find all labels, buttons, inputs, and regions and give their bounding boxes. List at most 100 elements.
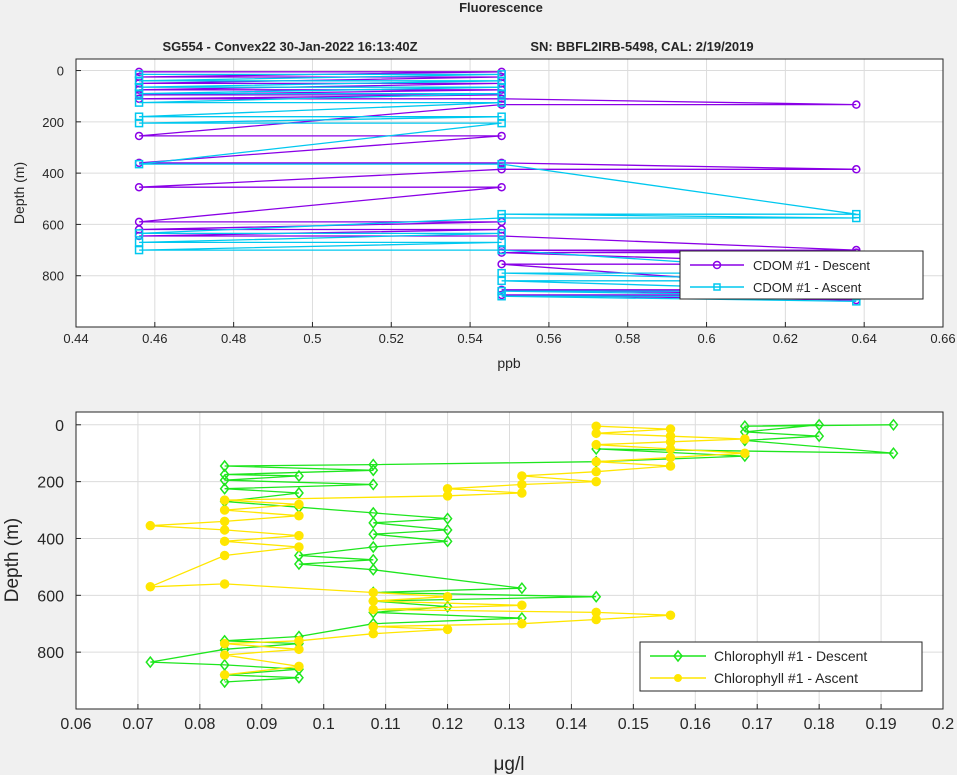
data-point-cdom-1-ascent [852, 213, 861, 223]
data-point-chlorophyll-1-descent [442, 535, 453, 548]
data-point-chlorophyll-1-descent [739, 420, 750, 433]
chlorophyll-x-tick-label: 0.12 [432, 716, 463, 733]
data-point-chlorophyll-1-descent [219, 474, 230, 487]
chlorophyll-x-tick-label: 0.13 [494, 716, 525, 733]
data-point-chlorophyll-1-ascent [368, 628, 379, 639]
data-point-chlorophyll-1-descent [368, 540, 379, 554]
data-point-chlorophyll-1-descent [293, 469, 304, 483]
data-point-chlorophyll-1-descent [814, 418, 825, 431]
data-point-chlorophyll-1-descent [293, 549, 304, 562]
data-point-cdom-1-ascent [134, 98, 144, 107]
data-point-chlorophyll-1-ascent [740, 434, 750, 444]
data-point-cdom-1-descent [497, 259, 506, 269]
data-point-chlorophyll-1-ascent [517, 471, 527, 481]
chlorophyll-legend-box [639, 641, 923, 692]
series-line-chlorophyll-1-descent [150, 424, 894, 683]
data-point-chlorophyll-1-descent [888, 447, 899, 460]
data-point-chlorophyll-1-ascent [294, 636, 304, 646]
data-point-chlorophyll-1-ascent [145, 520, 156, 531]
data-point-chlorophyll-1-ascent [219, 536, 230, 547]
data-point-cdom-1-descent [497, 131, 506, 141]
cdom-legend-label-descent: CDOM #1 - Descent [753, 258, 870, 273]
data-point-chlorophyll-1-descent [145, 655, 156, 669]
cdom-y-tick-label: 600 [42, 217, 64, 232]
data-point-chlorophyll-1-ascent [591, 614, 601, 625]
chlorophyll-series [145, 418, 899, 689]
data-point-chlorophyll-1-ascent [517, 600, 527, 611]
data-point-cdom-1-descent [852, 100, 861, 109]
data-point-chlorophyll-1-ascent [294, 499, 304, 510]
data-point-cdom-1-ascent [134, 159, 144, 169]
cdom-x-tick-label: 0.5 [303, 331, 321, 346]
cdom-x-tick-label: 0.46 [142, 331, 167, 346]
cdom-x-label: ppb [497, 355, 521, 371]
data-point-chlorophyll-1-ascent [442, 624, 453, 635]
data-point-chlorophyll-1-ascent [294, 530, 304, 541]
data-point-cdom-1-descent [497, 182, 506, 192]
chlorophyll-x-tick-label: 0.06 [60, 716, 91, 733]
data-point-chlorophyll-1-ascent [591, 456, 601, 467]
chlorophyll-plot-frame [75, 411, 944, 710]
chlorophyll-y-tick-label: 600 [37, 588, 64, 605]
data-point-cdom-1-ascent [497, 286, 506, 296]
data-point-chlorophyll-1-descent [368, 478, 379, 491]
data-point-chlorophyll-1-ascent [442, 491, 453, 501]
data-point-cdom-1-ascent [497, 213, 506, 223]
cdom-legend-box [679, 250, 924, 300]
chlorophyll-y-tick-label: 200 [37, 475, 64, 492]
data-point-chlorophyll-1-ascent [665, 444, 676, 454]
chlorophyll-x-tick-label: 0.18 [804, 716, 835, 733]
data-point-cdom-1-ascent [497, 98, 506, 107]
data-point-chlorophyll-1-ascent [665, 610, 676, 620]
cdom-x-tick-label: 0.54 [457, 331, 482, 346]
cdom-x-tick-label: 0.56 [536, 331, 561, 346]
data-point-chlorophyll-1-ascent [219, 670, 230, 680]
data-point-chlorophyll-1-ascent [591, 476, 601, 487]
data-point-chlorophyll-1-descent [219, 459, 230, 473]
data-point-chlorophyll-1-ascent [294, 644, 304, 655]
data-point-chlorophyll-1-descent [442, 512, 453, 525]
data-point-chlorophyll-1-ascent [219, 579, 230, 589]
data-point-chlorophyll-1-descent [219, 675, 230, 689]
data-point-chlorophyll-1-ascent [368, 604, 379, 615]
chlorophyll-x-tick-label: 0.2 [932, 716, 954, 733]
data-point-chlorophyll-1-ascent [294, 510, 304, 521]
data-point-chlorophyll-1-ascent [219, 505, 230, 515]
data-point-chlorophyll-1-ascent [665, 461, 676, 471]
data-point-cdom-1-ascent [497, 118, 506, 128]
chlorophyll-legend-label-ascent: Chlorophyll #1 - Ascent [714, 670, 858, 686]
data-point-chlorophyll-1-ascent [219, 550, 230, 561]
cdom-legend-marker-descent [712, 260, 722, 270]
data-point-chlorophyll-1-ascent [591, 428, 601, 439]
data-point-cdom-1-descent [852, 165, 861, 174]
data-point-chlorophyll-1-ascent [145, 582, 156, 592]
data-point-cdom-1-ascent [134, 245, 144, 255]
data-point-chlorophyll-1-descent [368, 516, 379, 530]
chlorophyll-legend-marker-descent [673, 649, 683, 663]
data-point-chlorophyll-1-descent [591, 590, 602, 603]
data-point-cdom-1-descent [134, 182, 144, 192]
figure-title: Fluorescence [459, 0, 543, 15]
data-point-chlorophyll-1-descent [293, 557, 304, 571]
data-point-chlorophyll-1-descent [219, 482, 230, 495]
cdom-x-tick-label: 0.52 [379, 331, 404, 346]
data-point-cdom-1-ascent [497, 276, 506, 286]
data-point-cdom-1-descent [134, 131, 144, 141]
chlorophyll-x-tick-label: 0.14 [556, 716, 587, 733]
data-point-chlorophyll-1-ascent [517, 488, 527, 498]
chlorophyll-y-tick-label: 800 [37, 645, 64, 662]
series-line-chlorophyll-1-ascent [150, 425, 745, 676]
data-point-chlorophyll-1-ascent [219, 638, 230, 649]
chlorophyll-legend: Chlorophyll #1 - Descent Chlorophyll #1 … [639, 641, 923, 692]
cdom-y-tick-label: 400 [42, 166, 64, 181]
data-point-chlorophyll-1-descent [293, 486, 304, 500]
chlorophyll-x-tick-label: 0.17 [742, 716, 773, 733]
data-point-chlorophyll-1-ascent [740, 448, 750, 458]
chlorophyll-x-tick-label: 0.07 [122, 716, 153, 733]
cdom-legend-marker-ascent [713, 283, 721, 291]
data-point-chlorophyll-1-ascent [294, 542, 304, 552]
data-point-chlorophyll-1-ascent [219, 650, 230, 660]
chlorophyll-axes: 0.06 0.07 0.08 0.09 0.1 0.11 0.12 0.13 0.14 0.15 0… [2, 411, 954, 775]
data-point-chlorophyll-1-ascent [219, 525, 230, 535]
